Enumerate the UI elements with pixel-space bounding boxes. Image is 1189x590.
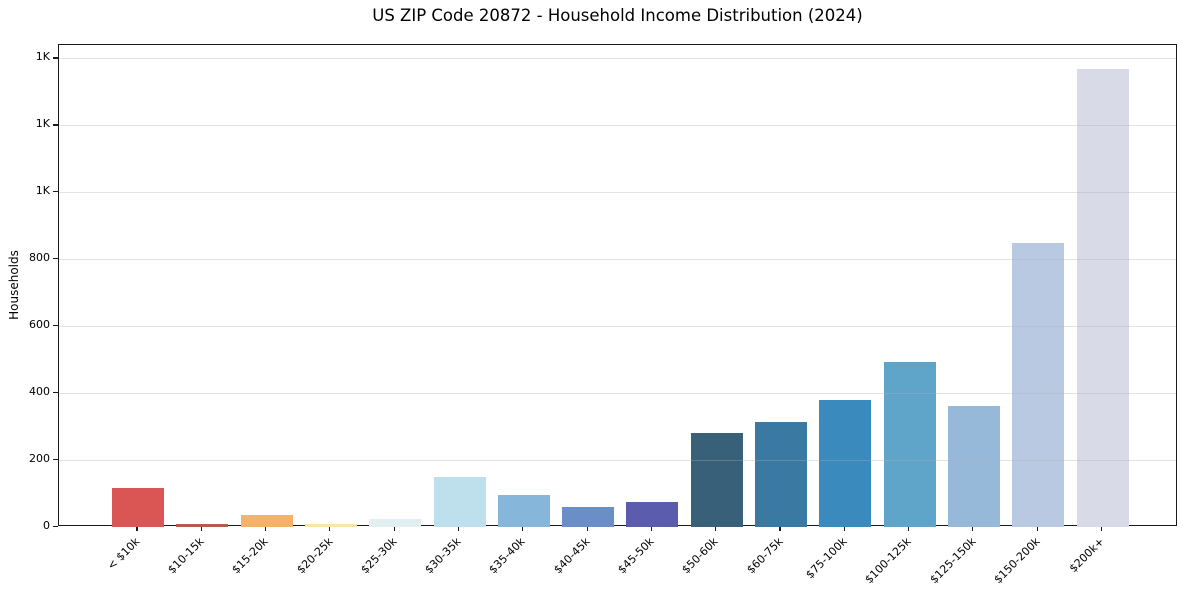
bar-$10-15k bbox=[176, 524, 229, 527]
bar-$20-25k bbox=[304, 523, 357, 527]
bar-< $10k bbox=[112, 488, 164, 527]
bar-$150-200k bbox=[1012, 243, 1065, 527]
bar-$40-45k bbox=[562, 506, 615, 527]
gridline-1400 bbox=[59, 58, 1176, 60]
x-tick-label-$30-35k: $30-35k bbox=[422, 535, 464, 577]
y-tick-mark bbox=[53, 258, 58, 260]
y-tick-mark bbox=[53, 325, 58, 327]
y-tick-mark bbox=[53, 124, 58, 126]
y-tick-label: 1K bbox=[35, 50, 50, 64]
y-tick-label: 400 bbox=[29, 385, 50, 399]
x-tick-mark bbox=[329, 526, 331, 531]
x-tick-mark bbox=[972, 526, 974, 531]
x-tick-label-$15-20k: $15-20k bbox=[229, 535, 271, 577]
bar-$200k+ bbox=[1076, 69, 1129, 527]
x-tick-mark bbox=[393, 526, 395, 531]
y-tick-mark bbox=[53, 191, 58, 193]
y-tick-label: 800 bbox=[29, 251, 50, 265]
x-tick-mark bbox=[715, 526, 717, 531]
x-tick-label-$25-30k: $25-30k bbox=[358, 535, 400, 577]
x-tick-mark bbox=[1100, 526, 1103, 531]
bar-$35-40k bbox=[497, 494, 550, 527]
bar-$60-75k bbox=[755, 421, 807, 527]
y-tick-label: 600 bbox=[29, 318, 50, 332]
x-tick-label-$40-45k: $40-45k bbox=[551, 535, 593, 577]
x-tick-label-$20-25k: $20-25k bbox=[293, 535, 336, 577]
bar-$25-30k bbox=[369, 518, 422, 527]
x-tick-mark bbox=[265, 526, 267, 531]
gridline-200 bbox=[59, 460, 1176, 462]
y-tick-label: 1K bbox=[35, 184, 50, 198]
bar-$50-60k bbox=[690, 432, 743, 527]
chart-title: US ZIP Code 20872 - Household Income Dis… bbox=[372, 6, 863, 25]
bar-$45-50k bbox=[626, 501, 679, 527]
y-tick-mark bbox=[53, 392, 58, 394]
gridline-400 bbox=[59, 393, 1176, 395]
x-tick-mark bbox=[779, 526, 781, 531]
bar-$15-20k bbox=[240, 514, 293, 527]
x-tick-mark bbox=[522, 526, 524, 531]
x-tick-mark bbox=[1036, 526, 1038, 531]
gridline-1200 bbox=[59, 125, 1176, 127]
x-tick-mark bbox=[200, 526, 202, 531]
x-tick-label-$35-40k: $35-40k bbox=[486, 535, 529, 577]
x-tick-label-$100-125k: $100-125k bbox=[862, 535, 914, 587]
gridline-1000 bbox=[59, 192, 1176, 194]
x-tick-mark bbox=[908, 526, 910, 531]
y-tick-mark bbox=[53, 57, 58, 59]
y-tick-mark bbox=[53, 526, 58, 528]
plot-area bbox=[58, 44, 1177, 527]
x-tick-label-$60-75k: $60-75k bbox=[743, 535, 786, 577]
x-tick-label-$10-15k: $10-15k bbox=[165, 535, 207, 577]
x-tick-label-$75-100k: $75-100k bbox=[803, 535, 850, 582]
gridline-600 bbox=[59, 326, 1176, 328]
y-tick-mark bbox=[53, 459, 58, 461]
y-tick-label: 0 bbox=[43, 519, 50, 532]
bar-$75-100k bbox=[819, 399, 872, 527]
x-tick-mark bbox=[457, 526, 460, 531]
x-tick-label-$125-150k: $125-150k bbox=[926, 535, 979, 587]
x-tick-mark bbox=[650, 526, 652, 531]
x-tick-label-$50-60k: $50-60k bbox=[679, 535, 721, 577]
x-tick-label-$200k+: $200k+ bbox=[1066, 535, 1107, 576]
x-tick-label-< $10k: < $10k bbox=[104, 535, 143, 573]
gridline-800 bbox=[59, 259, 1176, 261]
bar-$100-125k bbox=[883, 361, 936, 527]
x-tick-mark bbox=[586, 526, 588, 531]
x-tick-label-$45-50k: $45-50k bbox=[615, 535, 657, 577]
x-tick-mark bbox=[843, 526, 845, 531]
bar-$30-35k bbox=[433, 477, 486, 527]
bar-$125-150k bbox=[947, 405, 1000, 527]
y-tick-label: 200 bbox=[29, 452, 50, 466]
y-tick-label: 1K bbox=[35, 117, 50, 131]
x-tick-label-$150-200k: $150-200k bbox=[991, 535, 1043, 587]
x-tick-mark bbox=[136, 526, 138, 531]
